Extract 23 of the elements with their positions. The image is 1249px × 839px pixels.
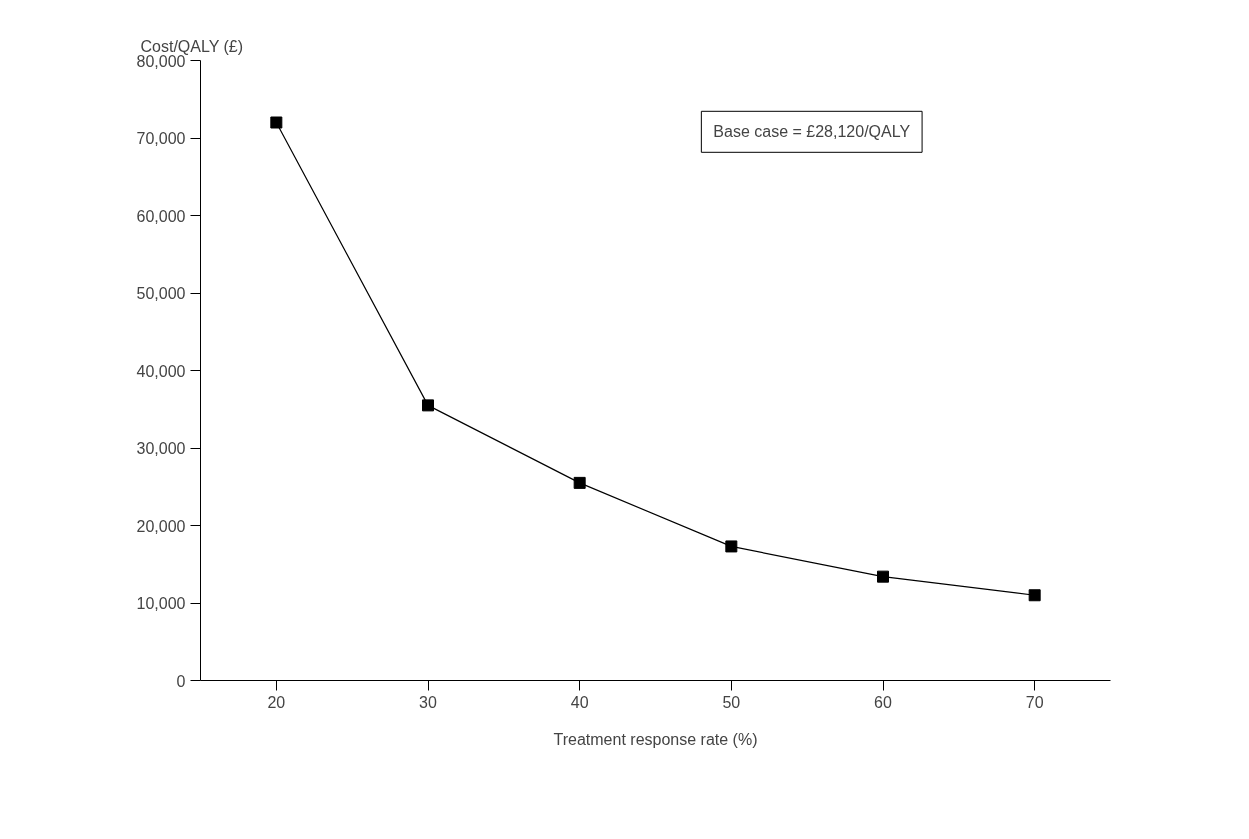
y-tick-label: 30,000 — [136, 440, 186, 457]
y-tick-label: 60,000 — [136, 207, 186, 225]
y-tick-label: 50,000 — [136, 285, 186, 302]
x-tick-label: 70 — [1025, 693, 1044, 711]
x-tick-label: 30 — [419, 693, 437, 711]
y-axis-title: Cost/QALY (£) — [140, 37, 244, 55]
annotation: Base case = £28,120/QALY — [713, 123, 911, 141]
x-axis-title: Treatment response rate (%) — [553, 730, 758, 748]
point — [877, 570, 889, 583]
point — [270, 116, 283, 129]
y-tick-label: 20,000 — [136, 517, 186, 535]
point — [725, 540, 738, 553]
x-tick-label: 40 — [570, 693, 589, 711]
point — [573, 476, 586, 489]
y-tick-label: 10,000 — [136, 595, 186, 612]
x-tick-label: 20 — [267, 693, 286, 711]
point — [1028, 589, 1041, 602]
y-tick-label: 40,000 — [136, 362, 186, 380]
point — [422, 399, 434, 412]
x-tick-label: 60 — [874, 693, 892, 711]
x-tick-label: 50 — [722, 693, 741, 711]
y-tick-label: 70,000 — [136, 130, 186, 147]
y-tick-label: 0 — [176, 672, 186, 690]
